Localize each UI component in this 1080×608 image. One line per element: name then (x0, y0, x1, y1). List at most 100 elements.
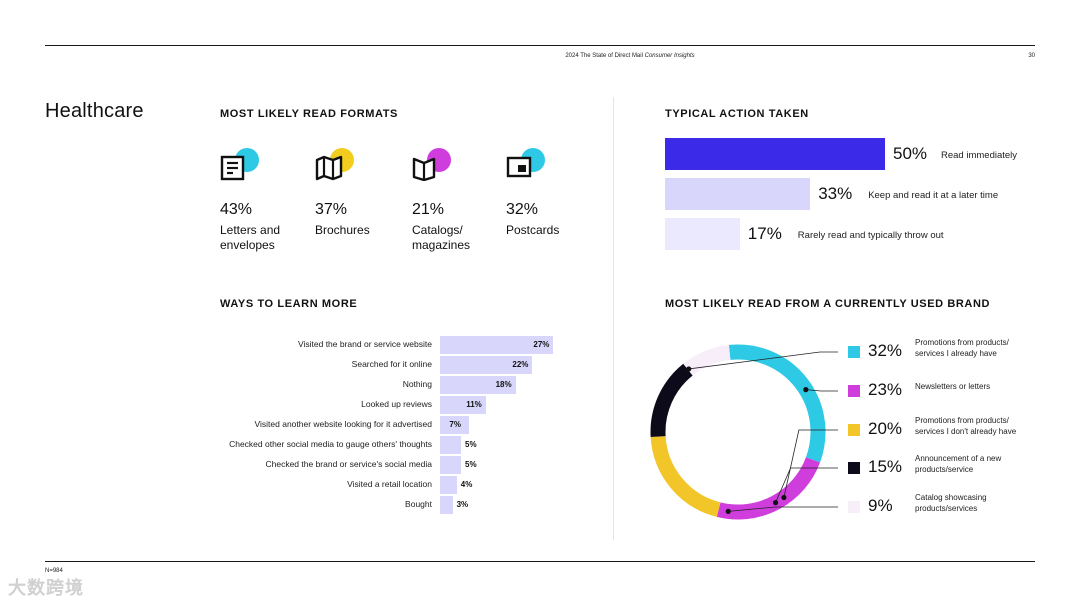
leader-dot (803, 387, 809, 393)
legend-item: 23% Newsletters or letters (848, 376, 1048, 406)
sample-size-note: N=984 (45, 568, 63, 574)
learn-bar (440, 376, 516, 394)
action-label: Rarely read and typically throw out (797, 230, 944, 241)
brand-heading: MOST LIKELY READ FROM A CURRENTLY USED B… (665, 298, 991, 310)
legend-label: Newsletters or letters (915, 382, 991, 391)
learn-value: 22% (512, 360, 529, 369)
action-label: Keep and read it at a later time (868, 190, 999, 201)
legend-label: Catalog showcasing products/services (915, 493, 987, 513)
formats-heading: MOST LIKELY READ FORMATS (220, 108, 398, 120)
donut-slice (716, 457, 821, 520)
leader-dot (772, 500, 779, 506)
legend-swatch (848, 385, 860, 397)
learn-value: 4% (460, 480, 473, 489)
donut-slice (728, 344, 826, 463)
action-percent: 50% (893, 144, 928, 163)
format-label: Postcards (506, 223, 560, 237)
format-item: 43% Letters and envelopes (220, 145, 310, 253)
learn-label: Checked the brand or service's social me… (265, 459, 432, 469)
action-bar (665, 218, 740, 250)
action-row: 17% Rarely read and typically throw out (665, 218, 1045, 250)
format-item: 32% Postcards (506, 145, 596, 238)
learn-bar (440, 456, 461, 474)
learn-row: Searched for it online 22% (200, 356, 600, 374)
learn-bar (440, 336, 554, 354)
learn-row: Nothing 18% (200, 376, 600, 394)
learn-label: Looked up reviews (361, 399, 432, 409)
format-icon-group (412, 145, 454, 185)
format-percent: 43% (220, 201, 253, 218)
learn-value: 5% (465, 460, 477, 469)
leader-line (728, 506, 838, 512)
section-title: Healthcare (45, 100, 144, 122)
leader-dot (686, 366, 692, 372)
legend-percent: 32% (868, 341, 903, 360)
learn-row: Checked other social media to gauge othe… (200, 436, 600, 454)
learn-heading: WAYS TO LEARN MORE (220, 298, 358, 310)
format-percent: 32% (506, 201, 539, 218)
learn-bar (440, 436, 461, 454)
learn-value: 27% (533, 340, 550, 349)
action-percent: 17% (747, 224, 782, 243)
learn-row: Visited a retail location 4% (200, 476, 600, 494)
learn-bar (440, 396, 487, 414)
learn-label: Visited another website looking for it a… (254, 419, 433, 429)
learn-row: Bought 3% (200, 496, 600, 514)
legend-swatch (848, 424, 860, 436)
legend-percent: 9% (868, 496, 893, 515)
learn-row: Checked the brand or service's social me… (200, 456, 600, 474)
legend-label: Promotions from products/ services I don… (915, 416, 1017, 436)
learn-value: 11% (466, 400, 482, 409)
learn-bar (440, 496, 453, 514)
legend-item: 20% Promotions from products/ services I … (848, 415, 1048, 445)
donut-slice (683, 344, 731, 376)
learn-row: Looked up reviews 11% (200, 396, 600, 414)
legend-percent: 23% (868, 380, 903, 399)
leader-line (688, 351, 838, 370)
action-row: 50% Read immediately (665, 138, 1045, 170)
learn-value: 3% (456, 500, 469, 509)
action-label: Read immediately (941, 150, 1018, 161)
legend-item: 9% Catalog showcasing products/services (848, 492, 1048, 522)
watermark-logo: 大数跨境 (8, 578, 84, 598)
top-rule (45, 45, 1035, 46)
learn-row: Visited another website looking for it a… (200, 416, 600, 434)
leader-line (775, 467, 838, 503)
learn-bar (440, 416, 470, 434)
learn-row: Visited the brand or service website 27% (200, 336, 600, 354)
leader-line (805, 389, 838, 392)
leader-line (783, 429, 838, 498)
format-item: 21% Catalogs/ magazines (412, 145, 502, 253)
report-title: 2024 The State of Direct Mail Consumer I… (565, 53, 695, 59)
legend-label: Announcement of a new products/service (915, 454, 1002, 474)
action-percent: 33% (818, 184, 853, 203)
format-percent: 21% (412, 201, 445, 218)
legend-percent: 15% (868, 457, 903, 476)
action-heading: TYPICAL ACTION TAKEN (665, 108, 809, 120)
learn-label: Visited a retail location (347, 479, 432, 489)
learn-label: Visited the brand or service website (297, 339, 432, 349)
donut-slice (650, 363, 693, 437)
learn-value: 18% (495, 380, 512, 389)
legend-label: Promotions from products/ services I alr… (915, 338, 1009, 358)
legend-swatch (848, 346, 860, 358)
format-label: Letters and envelopes (220, 223, 281, 252)
donut-slice (650, 435, 721, 517)
format-label: Brochures (315, 223, 370, 237)
legend-item: 32% Promotions from products/ services I … (848, 337, 1048, 367)
leader-dot (725, 508, 731, 515)
leader-dot (781, 494, 787, 501)
legend-percent: 20% (868, 419, 903, 438)
legend-item: 15% Announcement of a new products/servic… (848, 453, 1048, 483)
learn-bar (440, 356, 533, 374)
learn-bar (440, 476, 457, 494)
action-bar (665, 178, 811, 210)
format-icon-group (315, 145, 357, 185)
action-bar (665, 138, 885, 170)
action-row: 33% Keep and read it at a later time (665, 178, 1045, 210)
learn-label: Searched for it online (351, 359, 432, 369)
page-number: 30 (1028, 53, 1035, 59)
learn-label: Bought (405, 499, 432, 509)
format-icon-group (506, 145, 548, 185)
learn-value: 5% (465, 440, 477, 449)
